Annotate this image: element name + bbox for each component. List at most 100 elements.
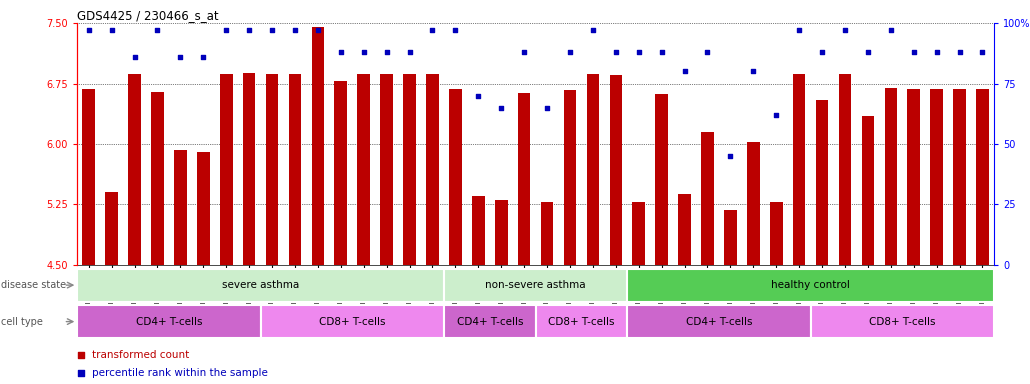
Bar bbox=[679, 194, 691, 265]
Text: CD8+ T-cells: CD8+ T-cells bbox=[319, 316, 385, 327]
Point bbox=[630, 49, 647, 55]
Point bbox=[814, 49, 830, 55]
Bar bbox=[838, 74, 851, 265]
Bar bbox=[862, 116, 874, 265]
Text: healthy control: healthy control bbox=[771, 280, 850, 290]
Bar bbox=[495, 200, 508, 265]
Bar bbox=[976, 89, 989, 265]
Point bbox=[768, 112, 785, 118]
Bar bbox=[701, 132, 714, 265]
Point bbox=[539, 104, 555, 111]
Bar bbox=[357, 74, 370, 265]
Bar bbox=[885, 88, 897, 265]
Text: CD4+ T-cells: CD4+ T-cells bbox=[686, 316, 752, 327]
Bar bbox=[793, 74, 805, 265]
Bar bbox=[610, 76, 622, 265]
Bar bbox=[197, 152, 209, 265]
Bar bbox=[472, 197, 484, 265]
Point bbox=[928, 49, 945, 55]
Bar bbox=[816, 100, 828, 265]
Bar bbox=[747, 142, 759, 265]
Point bbox=[745, 68, 761, 74]
Point bbox=[218, 27, 235, 33]
Point bbox=[355, 49, 372, 55]
Bar bbox=[541, 202, 553, 265]
Bar bbox=[243, 73, 255, 265]
Bar bbox=[627, 305, 811, 338]
Bar bbox=[444, 269, 627, 301]
Bar bbox=[518, 93, 530, 265]
Bar bbox=[261, 305, 444, 338]
Text: CD4+ T-cells: CD4+ T-cells bbox=[136, 316, 202, 327]
Point bbox=[836, 27, 853, 33]
Bar bbox=[404, 74, 416, 265]
Point bbox=[653, 49, 670, 55]
Point bbox=[241, 27, 258, 33]
Point bbox=[493, 104, 510, 111]
Point bbox=[516, 49, 533, 55]
Bar bbox=[954, 89, 966, 265]
Point bbox=[264, 27, 280, 33]
Point bbox=[974, 49, 991, 55]
Point bbox=[285, 98, 302, 104]
Bar bbox=[627, 269, 994, 301]
Bar bbox=[77, 269, 444, 301]
Point bbox=[172, 54, 188, 60]
Bar bbox=[449, 89, 461, 265]
Point bbox=[447, 27, 464, 33]
Point bbox=[285, 258, 302, 265]
Point bbox=[286, 27, 303, 33]
Bar bbox=[174, 151, 186, 265]
Bar bbox=[536, 305, 627, 338]
Bar bbox=[335, 81, 347, 265]
Bar bbox=[129, 74, 141, 265]
Point bbox=[791, 27, 808, 33]
Point bbox=[608, 49, 624, 55]
Bar bbox=[105, 192, 117, 265]
Point bbox=[310, 27, 327, 33]
Text: percentile rank within the sample: percentile rank within the sample bbox=[92, 368, 268, 378]
Bar bbox=[563, 90, 576, 265]
Point bbox=[103, 27, 119, 33]
Bar bbox=[770, 202, 783, 265]
Text: non-severe asthma: non-severe asthma bbox=[485, 280, 586, 290]
Point bbox=[699, 49, 716, 55]
Text: transformed count: transformed count bbox=[92, 350, 190, 360]
Bar bbox=[380, 74, 392, 265]
Bar bbox=[288, 74, 301, 265]
Point bbox=[424, 27, 441, 33]
Point bbox=[561, 49, 578, 55]
Bar bbox=[266, 74, 278, 265]
Point bbox=[127, 54, 143, 60]
Point bbox=[905, 49, 922, 55]
Point bbox=[722, 153, 739, 159]
Point bbox=[952, 49, 968, 55]
Bar bbox=[587, 74, 599, 265]
Bar bbox=[907, 89, 920, 265]
Point bbox=[470, 93, 486, 99]
Text: severe asthma: severe asthma bbox=[221, 280, 299, 290]
Bar bbox=[151, 93, 164, 265]
Bar bbox=[724, 210, 736, 265]
Bar bbox=[77, 305, 261, 338]
Bar bbox=[312, 27, 324, 265]
Bar bbox=[426, 74, 439, 265]
Point bbox=[402, 49, 418, 55]
Text: cell type: cell type bbox=[1, 316, 43, 327]
Bar bbox=[811, 305, 994, 338]
Bar bbox=[930, 89, 942, 265]
Text: GDS4425 / 230466_s_at: GDS4425 / 230466_s_at bbox=[77, 9, 218, 22]
Bar bbox=[82, 89, 95, 265]
Point bbox=[333, 49, 349, 55]
Point bbox=[860, 49, 877, 55]
Point bbox=[585, 27, 602, 33]
Text: CD8+ T-cells: CD8+ T-cells bbox=[548, 316, 615, 327]
Point bbox=[677, 68, 693, 74]
Point bbox=[149, 27, 166, 33]
Text: CD8+ T-cells: CD8+ T-cells bbox=[869, 316, 935, 327]
Bar bbox=[220, 74, 233, 265]
Point bbox=[195, 54, 211, 60]
Bar bbox=[632, 202, 645, 265]
Text: CD4+ T-cells: CD4+ T-cells bbox=[456, 316, 523, 327]
Point bbox=[80, 27, 97, 33]
